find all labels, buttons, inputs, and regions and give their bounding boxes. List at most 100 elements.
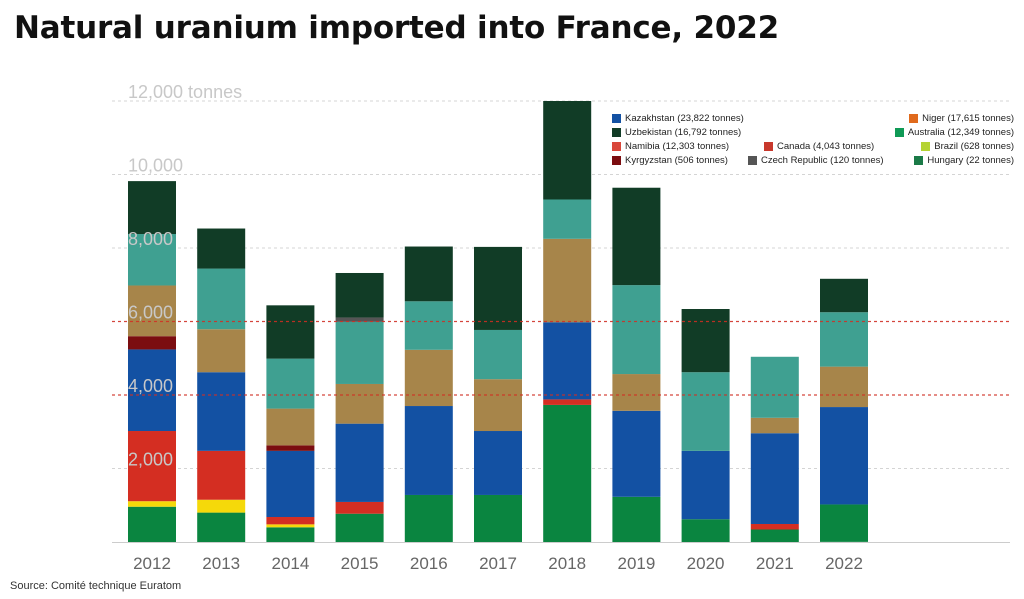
bar-2018-canada [543,399,592,405]
x-tick-label-2015: 2015 [341,554,379,573]
bar-2016-uzbekistan [404,246,453,302]
bar-2015-uzbekistan [335,272,384,318]
x-tick-label-2013: 2013 [202,554,240,573]
legend-item-hungary: Hungary (22 tonnes) [914,154,1014,166]
legend-label: Kyrgyzstan (506 tonnes) [625,154,728,166]
legend-item-uzbekistan: Uzbekistan (16,792 tonnes) [612,126,741,138]
y-tick-label-2000: 2,000 [128,450,173,470]
bar-2015-czech [335,317,384,322]
y-tick-label-6000: 6,000 [128,303,173,323]
bar-2020-australia [681,519,730,542]
x-tick-label-2019: 2019 [617,554,655,573]
bar-2013-uzbekistan [197,228,246,269]
bar-2022-hungary [820,541,868,542]
legend-swatch [909,113,919,123]
y-tick-label-8000: 8,000 [128,229,173,249]
bar-2018-kazakhstan [543,322,592,400]
bar-2021-kazakhstan [750,433,799,524]
bar-2014-kazakhstan [266,450,315,518]
bar-2022-uzbekistan [820,278,868,313]
bar-2015-canada [335,501,384,514]
legend-item-canada: Canada (4,043 tonnes) [764,140,874,152]
bar-2015-australia [335,513,384,542]
bar-2015-niger [335,321,384,384]
y-tick-label-12000: 12,000 tonnes [128,82,242,102]
bar-2021-canada [750,523,799,530]
bar-2016-niger [404,301,453,350]
bar-2017-namibia [474,379,522,432]
bar-2013-brazil [197,499,246,513]
bar-2017-australia [474,494,522,542]
bar-2018-uzbekistan [543,101,592,200]
x-tick-label-2020: 2020 [687,554,725,573]
page-title: Natural uranium imported into France, 20… [14,10,779,46]
legend-label: Hungary (22 tonnes) [927,154,1014,166]
bar-2021-namibia [750,417,799,434]
bar-2017-kazakhstan [474,431,522,495]
legend-swatch [612,141,621,151]
y-axis-ticks: 2,000 4,000 6,000 8,000 10,000 12,000 tonnes [128,82,242,470]
bar-2012-namibia [128,285,176,337]
bar-2014-niger [266,358,315,409]
bar-2012-brazil [128,501,176,507]
bar-2020-uzbekistan [681,309,730,373]
legend-label: Kazakhstan (23,822 tonnes) [625,112,744,124]
bar-2014-kyrgyzstan [266,445,315,451]
legend-swatch [612,155,621,165]
bar-2022-niger [820,312,868,367]
legend-label: Namibia (12,303 tonnes) [625,140,730,152]
bar-2014-namibia [266,408,315,446]
bar-2014-uzbekistan [266,305,315,359]
legend-label: Canada (4,043 tonnes) [777,140,875,152]
bar-2022-australia [820,504,868,542]
legend-swatch [748,155,757,165]
legend-item-brazil: Brazil (628 tonnes) [921,140,1014,152]
legend-item-czech-republic: Czech Republic (120 tonnes) [748,154,884,166]
bar-2013-namibia [197,329,246,373]
legend-item-niger: Niger (17,615 tonnes) [909,112,1014,124]
bar-2012-canada [128,431,176,502]
bar-2019-kazakhstan [612,410,661,497]
bar-2017-niger [474,329,522,380]
bar-2019-namibia [612,374,661,411]
y-tick-label-10000: 10,000 [128,156,183,176]
x-axis-ticks: 2012 2013 2014 2015 2016 2017 2018 2019 2020 2021… [133,554,863,573]
x-tick-label-2022: 2022 [825,554,863,573]
bar-2016-namibia [404,349,453,407]
legend-item-namibia: Namibia (12,303 tonnes) [612,140,729,152]
bar-2012-kazakhstan [128,349,176,432]
bar-2016-kazakhstan [404,406,453,495]
bar-2019-australia [612,496,661,542]
bar-2018-australia [543,404,592,542]
bar-2018-niger [543,199,592,239]
y-tick-label-4000: 4,000 [128,376,173,396]
legend-swatch [914,155,924,165]
legend-label: Brazil (628 tonnes) [934,140,1014,152]
bar-2017-uzbekistan [474,246,522,330]
bar-2022-kazakhstan [820,407,868,505]
x-tick-label-2016: 2016 [410,554,448,573]
bar-2019-uzbekistan [612,187,661,286]
legend-swatch [894,127,904,137]
legend-label: Czech Republic (120 tonnes) [761,154,884,166]
bar-2020-niger [681,372,730,451]
legend-item-kazakhstan: Kazakhstan (23,822 tonnes) [612,112,744,124]
x-tick-label-2014: 2014 [271,554,309,573]
bar-2020-kazakhstan [681,450,730,520]
x-tick-label-2012: 2012 [133,554,171,573]
bar-2022-namibia [820,366,868,408]
source-note: Source: Comité technique Euratom [10,580,182,592]
bar-2014-brazil [266,524,315,528]
legend-label: Australia (12,349 tonnes) [907,126,1014,138]
legend-swatch [612,127,621,137]
legend-swatch [921,141,931,151]
bar-2016-australia [404,494,453,542]
bar-2015-namibia [335,383,384,424]
bar-2014-canada [266,517,315,525]
bar-2012-kyrgyzstan [128,336,176,350]
bar-2013-canada [197,450,246,500]
bar-2013-kazakhstan [197,372,246,451]
legend-label: Uzbekistan (16,792 tonnes) [625,126,742,138]
bar-2019-niger [612,285,661,375]
